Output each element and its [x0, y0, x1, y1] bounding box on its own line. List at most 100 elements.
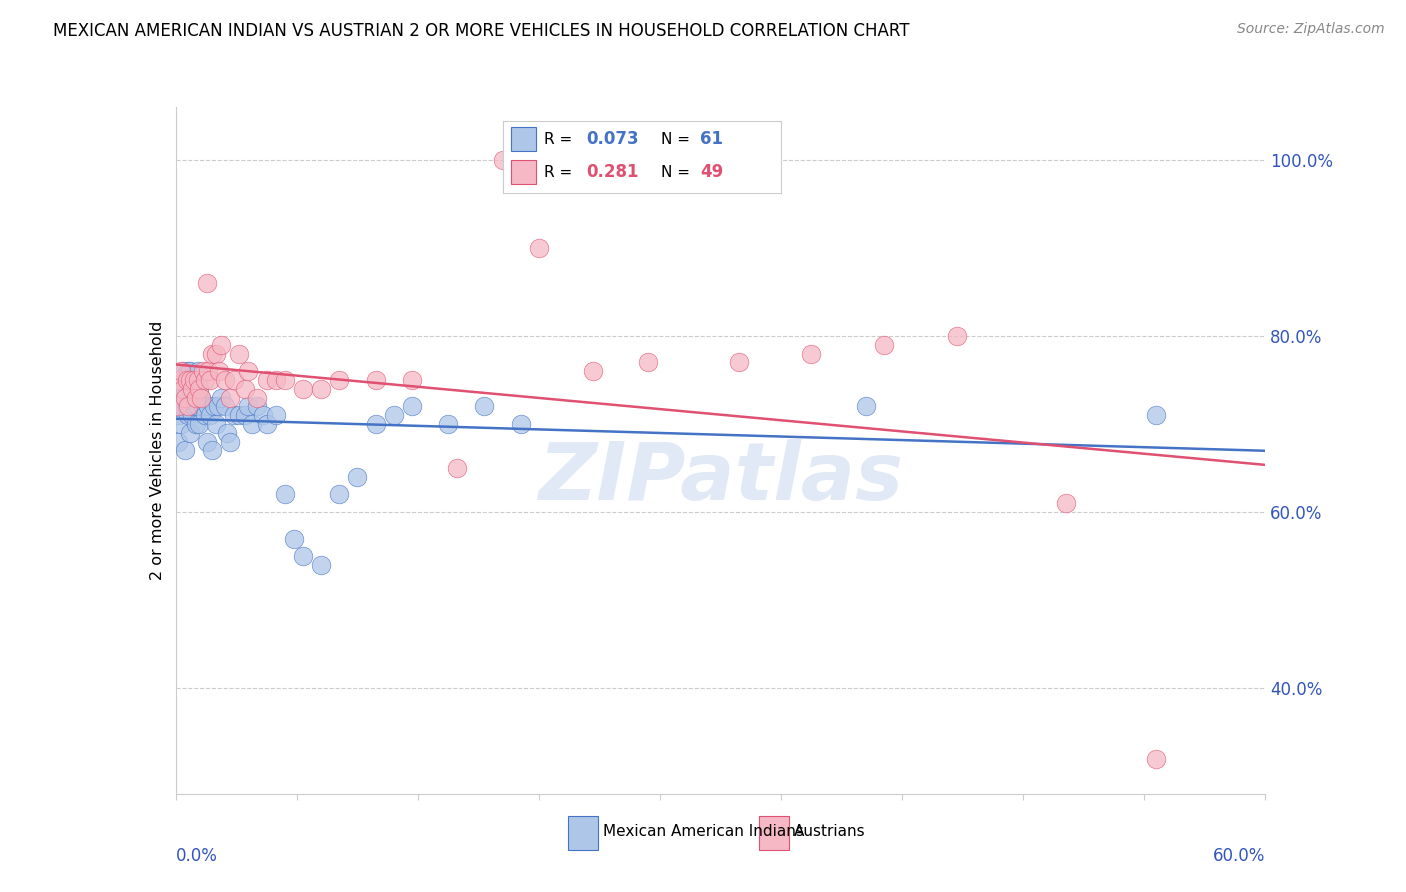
Point	[173, 382, 195, 396]
Point	[274, 373, 297, 387]
Point	[219, 434, 242, 449]
Text: 0.073: 0.073	[586, 130, 638, 148]
Point	[201, 346, 224, 360]
Point	[474, 400, 496, 414]
Point	[169, 409, 191, 423]
Point	[228, 346, 250, 360]
Point	[1054, 496, 1077, 510]
Point	[228, 409, 250, 423]
Point	[183, 373, 205, 387]
Text: 0.0%: 0.0%	[176, 847, 218, 864]
Point	[233, 409, 256, 423]
Point	[201, 443, 224, 458]
FancyBboxPatch shape	[568, 815, 598, 850]
Point	[183, 400, 205, 414]
Text: Mexican American Indians: Mexican American Indians	[603, 824, 804, 839]
Point	[184, 391, 207, 405]
Point	[170, 417, 193, 431]
Point	[166, 434, 188, 449]
Text: ZIPatlas: ZIPatlas	[538, 439, 903, 517]
Point	[246, 400, 269, 414]
Point	[401, 400, 423, 414]
Point	[170, 364, 193, 378]
Point	[283, 532, 305, 546]
Point	[176, 373, 198, 387]
Point	[190, 391, 212, 405]
Point	[401, 373, 423, 387]
Point	[194, 409, 217, 423]
Point	[252, 409, 274, 423]
Point	[208, 364, 231, 378]
Point	[264, 409, 287, 423]
FancyBboxPatch shape	[510, 161, 536, 185]
Point	[200, 373, 222, 387]
Point	[204, 346, 226, 360]
Point	[181, 409, 204, 423]
Point	[172, 400, 194, 414]
Point	[219, 391, 242, 405]
Point	[172, 382, 194, 396]
Point	[190, 391, 212, 405]
Point	[179, 373, 201, 387]
Point	[166, 400, 188, 414]
Point	[184, 417, 207, 431]
Text: N =: N =	[661, 165, 690, 180]
Point	[233, 382, 256, 396]
Point	[188, 417, 211, 431]
Point	[274, 487, 297, 501]
Point	[727, 355, 749, 369]
Point	[238, 364, 260, 378]
Point	[172, 364, 194, 378]
Text: R =: R =	[544, 165, 572, 180]
Text: 0.281: 0.281	[586, 163, 638, 181]
Point	[169, 373, 191, 387]
Point	[195, 276, 218, 290]
Point	[179, 425, 201, 440]
Point	[170, 391, 193, 405]
Point	[509, 417, 531, 431]
Text: 49: 49	[700, 163, 723, 181]
Point	[179, 364, 201, 378]
Point	[188, 382, 211, 396]
Point	[256, 373, 278, 387]
Point	[222, 409, 245, 423]
Y-axis label: 2 or more Vehicles in Household: 2 or more Vehicles in Household	[149, 321, 165, 580]
Point	[291, 549, 314, 563]
Point	[176, 400, 198, 414]
Point	[637, 355, 659, 369]
Point	[177, 400, 200, 414]
Point	[200, 409, 222, 423]
Point	[256, 417, 278, 431]
Point	[186, 364, 209, 378]
Text: 60.0%: 60.0%	[1213, 847, 1265, 864]
Point	[446, 461, 468, 475]
Point	[582, 364, 605, 378]
Point	[209, 338, 232, 352]
Point	[328, 373, 350, 387]
Point	[364, 417, 387, 431]
Point	[197, 364, 219, 378]
Point	[240, 417, 263, 431]
Text: Source: ZipAtlas.com: Source: ZipAtlas.com	[1237, 22, 1385, 37]
FancyBboxPatch shape	[510, 128, 536, 151]
Point	[177, 409, 200, 423]
Point	[328, 487, 350, 501]
Point	[346, 470, 368, 484]
Text: MEXICAN AMERICAN INDIAN VS AUSTRIAN 2 OR MORE VEHICLES IN HOUSEHOLD CORRELATION : MEXICAN AMERICAN INDIAN VS AUSTRIAN 2 OR…	[53, 22, 910, 40]
Point	[197, 400, 219, 414]
Point	[291, 382, 314, 396]
Point	[181, 382, 204, 396]
Text: Austrians: Austrians	[794, 824, 866, 839]
Point	[191, 400, 214, 414]
Text: 61: 61	[700, 130, 723, 148]
Point	[492, 153, 515, 167]
Text: R =: R =	[544, 132, 572, 146]
Point	[188, 382, 211, 396]
Point	[873, 338, 896, 352]
Point	[855, 400, 877, 414]
Point	[214, 373, 236, 387]
Point	[309, 382, 332, 396]
Point	[183, 373, 205, 387]
Point	[179, 382, 201, 396]
Point	[214, 400, 236, 414]
